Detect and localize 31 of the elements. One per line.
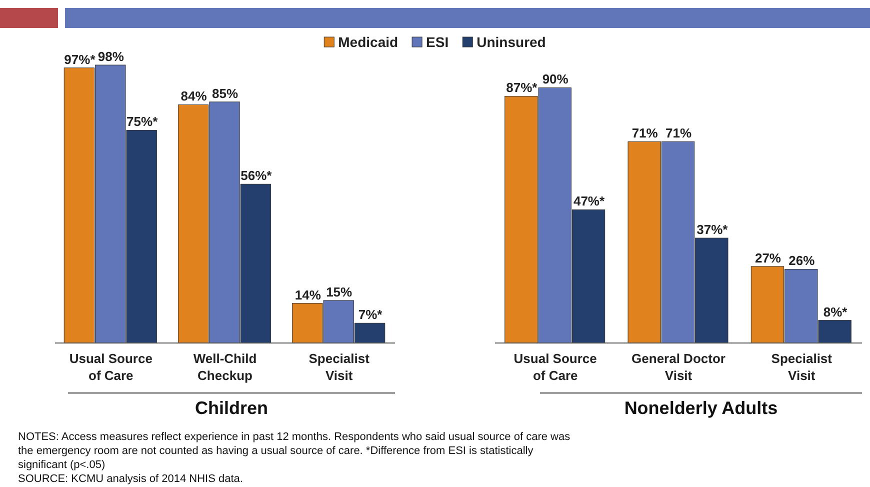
x-axis-title: Nonelderly Adults	[624, 398, 778, 418]
data-label: 37%*	[696, 222, 729, 238]
x-tick-label: General Doctor Visit	[632, 351, 726, 383]
data-label: 90%	[542, 72, 569, 87]
data-label: 97%*	[64, 52, 96, 67]
x-axis-title: Children	[194, 398, 268, 418]
data-label: 87%*	[506, 80, 538, 96]
text: NOTES: Access measures reflect experience in past 12 months. Respondents who said usual source of care was the emergency room are not counted as having a usual source of care. *Difference from ESI is statistically significant (p<.05)	[18, 431, 571, 471]
legend-label: Medicaid	[338, 34, 398, 50]
data-label: 85%	[212, 86, 238, 101]
x-tick-label: Usual Source of Care	[514, 351, 597, 383]
data-label: 56%*	[240, 168, 273, 184]
data-label: 27%	[754, 250, 782, 266]
data-label: 14%	[294, 287, 322, 302]
x-tick-label: Usual Source of Care	[69, 351, 152, 383]
x-tick-label: Well-Child Checkup	[193, 351, 257, 383]
x-tick-label: Specialist Visit	[771, 351, 833, 383]
legend-label: Uninsured	[476, 34, 546, 50]
data-label: 75%*	[126, 114, 159, 130]
data-label: 47%*	[573, 194, 606, 209]
source-note: SOURCE: KCMU analysis of 2014 NHIS data.	[18, 473, 243, 485]
data-label: 15%	[326, 284, 353, 300]
x-tick-label: Specialist Visit	[308, 351, 370, 383]
data-label: 71%	[665, 126, 692, 141]
data-label: 71%	[632, 126, 658, 141]
legend-label: ESI	[426, 34, 449, 50]
data-label: 84%	[180, 88, 208, 104]
data-label: 26%	[788, 253, 816, 268]
data-label: 8%*	[823, 304, 848, 320]
data-label: 98%	[98, 49, 124, 64]
data-label: 7%*	[358, 307, 384, 322]
